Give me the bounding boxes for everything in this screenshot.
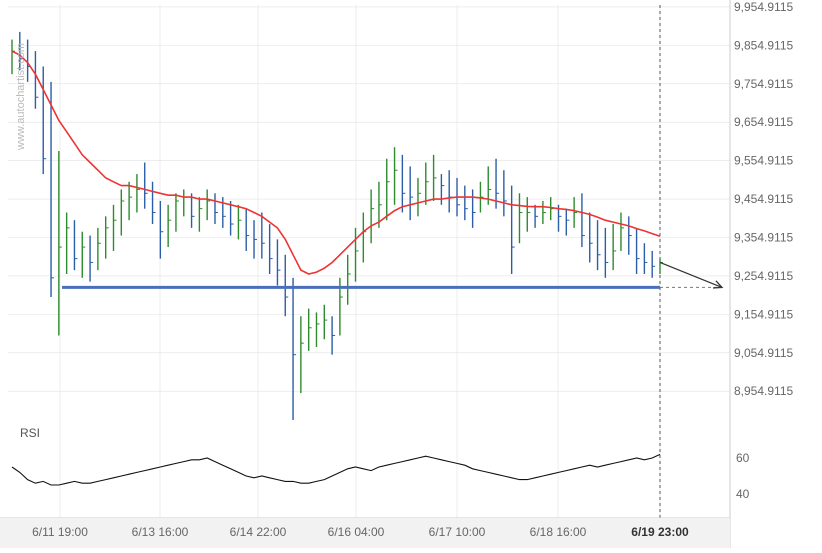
support-line: [62, 261, 724, 289]
y-tick-label: 9,254.9115: [734, 269, 793, 283]
y-tick-label: 9,354.9115: [734, 231, 793, 245]
y-tick-label: 9,554.9115: [734, 154, 793, 168]
rsi-tick-label: 40: [736, 487, 750, 501]
forecast-arrow-line: [659, 261, 723, 289]
y-tick-label: 9,454.9115: [734, 192, 793, 206]
y-tick-label: 9,954.9115: [734, 0, 793, 14]
forecast-arrow-head: [712, 280, 724, 289]
rsi-line: [11, 453, 661, 486]
x-tick-label: 6/17 10:00: [429, 525, 486, 539]
x-tick-label: 6/14 22:00: [230, 525, 287, 539]
rsi-panel: [11, 453, 661, 486]
rsi-tick-label: 60: [736, 451, 750, 465]
y-tick-label: 9,754.9115: [734, 77, 793, 91]
y-tick-label: 9,854.9115: [734, 38, 793, 52]
x-tick-label: 6/11 19:00: [32, 525, 88, 539]
time-axis-band: [0, 518, 730, 548]
x-tick-label: 6/18 16:00: [530, 525, 587, 539]
moving-average: [11, 50, 661, 275]
axes: 9,954.9115 9,854.9115 9,754.9115 9,654.9115…: [0, 0, 793, 548]
y-tick-label: 9,654.9115: [734, 115, 793, 129]
rsi-label: RSI: [20, 426, 40, 440]
watermark-text: www.autochartist.com: [15, 43, 27, 151]
x-tick-label: 6/13 16:00: [132, 525, 189, 539]
y-tick-label: 9,054.9115: [734, 346, 793, 360]
x-tick-label: 6/16 04:00: [328, 525, 385, 539]
x-tick-label: 6/19 23:00: [631, 525, 689, 539]
y-tick-label: 8,954.9115: [734, 384, 793, 398]
y-tick-label: 9,154.9115: [734, 307, 793, 321]
moving-average-line: [11, 50, 661, 275]
